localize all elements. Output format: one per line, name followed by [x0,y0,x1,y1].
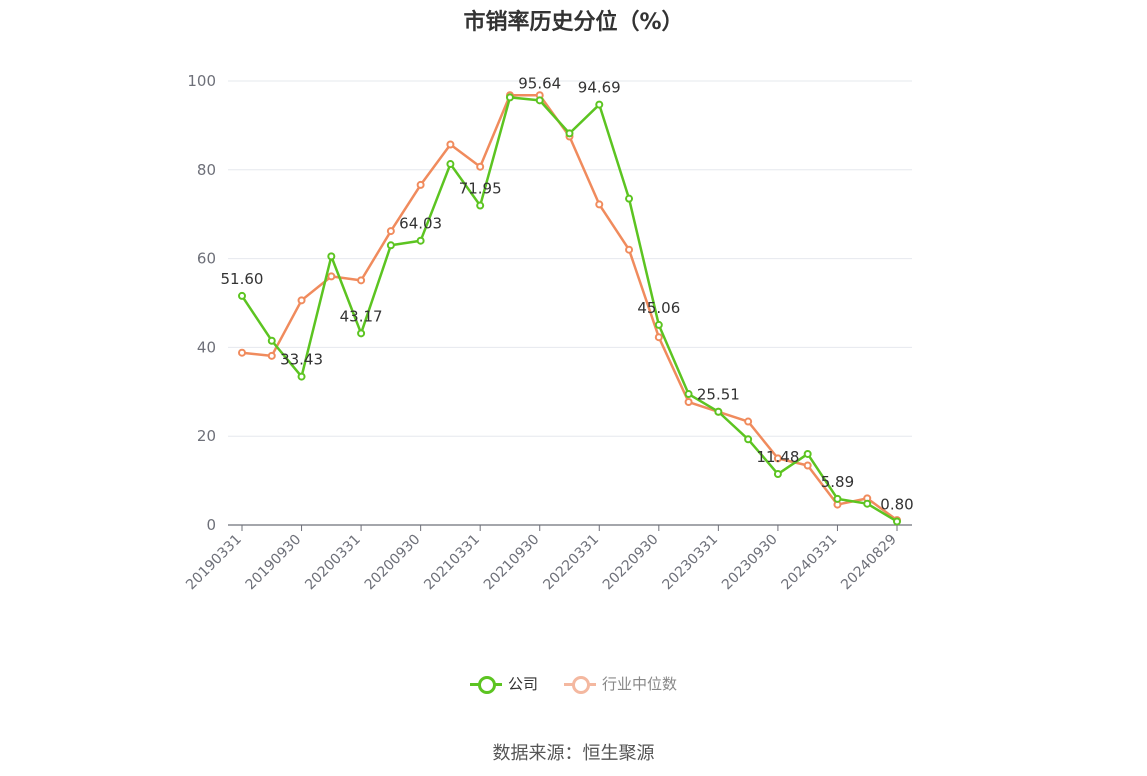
data-point [327,272,336,281]
x-tick-label: 20200930 [362,532,424,594]
data-point [238,348,246,357]
data-point [714,407,723,416]
data-point [595,100,604,109]
data-point [893,517,901,526]
x-tick-label: 20200331 [302,532,364,594]
data-label: 51.60 [221,270,264,288]
data-label: 33.43 [280,351,323,369]
data-point [863,499,872,508]
data-point [744,435,753,444]
data-point [267,336,276,345]
legend-company-label: 公司 [507,675,538,693]
x-tick-label: 20190331 [183,532,245,594]
y-tick-label: 40 [197,338,216,356]
data-label: 11.48 [756,448,799,466]
data-point [476,201,485,210]
x-tick-label: 20240829 [838,532,900,594]
y-tick-label: 80 [197,161,216,179]
x-tick-label: 20230930 [719,532,781,594]
legend-item-company[interactable]: 公司 [469,673,538,694]
data-point [238,291,246,300]
data-point [684,398,693,407]
data-point [684,390,693,399]
x-tick-label: 20230331 [659,532,721,594]
legend-item-industry[interactable]: 行业中位数 [564,673,677,694]
data-label: 5.89 [821,473,854,491]
data-point [803,461,812,470]
data-point [505,93,514,102]
data-point [446,160,455,169]
data-point [386,227,395,236]
data-point [654,320,663,329]
data-point [357,276,366,285]
data-point [386,241,395,250]
grid-layer [228,80,912,437]
data-point [654,333,663,342]
x-tick-label: 20220331 [540,532,602,594]
series-layer [238,91,901,526]
data-label: 71.95 [459,180,502,198]
data-point [595,200,604,209]
data-point [625,245,634,254]
data-point [297,372,306,381]
data-label: 94.69 [578,79,621,97]
data-point [625,194,634,203]
data-point [416,180,425,189]
legend-industry-label: 行业中位数 [602,675,678,693]
legend: 公司 行业中位数 [0,673,1147,694]
x-tick-label: 20210930 [481,532,543,594]
data-point [803,449,812,458]
chart-title: 市销率历史分位（%） [463,10,684,35]
data-point [446,140,455,149]
data-point [833,494,842,503]
data-point [327,252,336,261]
data-point [535,96,544,105]
axis-layer: 0 20 40 60 80 100 2019033120190930202003312020… [183,72,912,593]
data-label: 45.06 [637,299,680,317]
data-point [565,129,574,138]
y-tick-label: 0 [206,516,216,534]
data-point [357,329,366,338]
x-tick-label: 20220930 [600,532,662,594]
y-tick-label: 100 [187,72,216,90]
legend-industry-marker-icon [564,674,596,694]
label-layer: 51.60 33.43 43.17 64.03 71.95 95.64 94.69 45.06… [221,74,914,513]
data-label: 95.64 [518,74,561,92]
data-point [476,162,485,171]
data-label: 64.03 [399,215,442,233]
data-point [416,236,425,245]
data-label: 0.80 [880,495,913,513]
legend-company-marker-icon [469,674,502,694]
y-tick-label: 20 [197,427,216,445]
data-point [773,470,782,479]
x-tick-label: 20210331 [421,532,483,594]
y-tick-label: 60 [197,250,216,268]
source-note: 数据来源：恒生聚源 [492,743,655,764]
data-label: 43.17 [340,307,383,325]
data-point [267,351,276,360]
x-tick-label: 20240331 [779,532,841,594]
data-point [297,296,306,305]
data-point [773,454,782,463]
x-tick-label: 20190930 [243,532,305,594]
data-point [744,417,753,426]
data-label: 25.51 [697,386,740,404]
